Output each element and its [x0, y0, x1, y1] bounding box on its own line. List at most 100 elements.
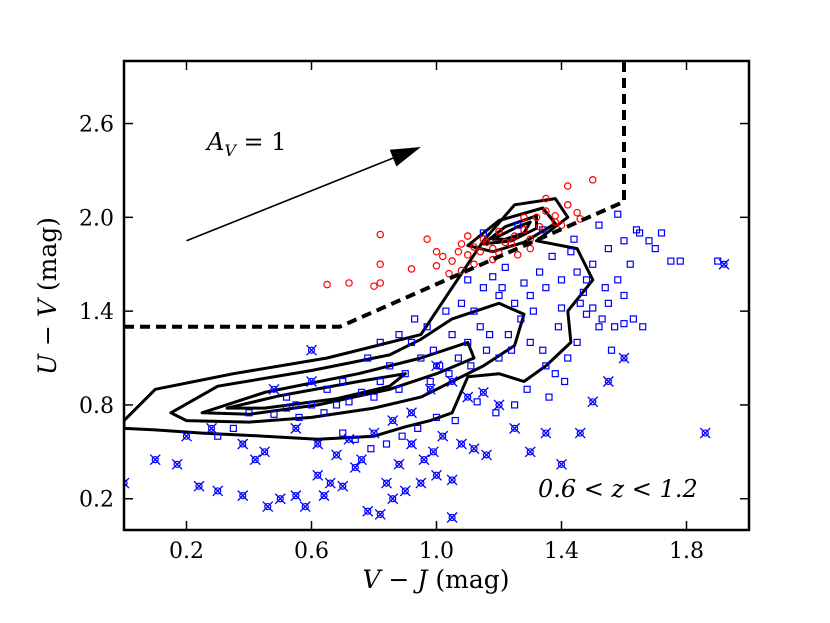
- crossed-points: [124, 258, 730, 523]
- star-forming-point: [557, 276, 566, 284]
- crossed-point: [718, 258, 730, 270]
- quiescent-point: [542, 194, 550, 203]
- crossed-point: [387, 493, 399, 505]
- density-contours: [124, 197, 595, 441]
- crossed-point-circle: [351, 463, 359, 472]
- crossed-point-circle: [604, 377, 612, 386]
- star-forming-point: [604, 245, 612, 253]
- crossed-point-circle: [270, 385, 278, 393]
- crossed-point-circle: [448, 377, 456, 386]
- crossed-point: [249, 454, 261, 466]
- crossed-point-x: [181, 430, 192, 442]
- crossed-point: [509, 422, 521, 434]
- quiescent-point: [588, 176, 597, 184]
- crossed-point-x: [415, 477, 427, 489]
- star-forming-point: [526, 291, 534, 300]
- crossed-point-circle: [326, 479, 334, 487]
- crossed-point: [415, 477, 427, 489]
- crossed-point-circle: [332, 451, 341, 459]
- star-forming-point: [448, 330, 456, 339]
- crossed-point-circle: [457, 440, 466, 448]
- crossed-point: [556, 458, 567, 470]
- star-forming-point: [564, 354, 572, 362]
- crossed-point: [574, 427, 586, 439]
- crossed-point: [399, 485, 411, 497]
- star-forming-point: [573, 338, 581, 346]
- star-forming-point: [595, 323, 603, 331]
- crossed-point: [193, 480, 205, 492]
- star-forming-point: [607, 346, 616, 354]
- quiescent-point: [448, 257, 456, 265]
- crossed-point-circle: [620, 354, 628, 362]
- star-forming-point: [339, 377, 347, 386]
- crossed-point-x: [406, 438, 417, 450]
- crossed-point-x: [368, 427, 380, 439]
- crossed-point-x: [312, 469, 324, 481]
- crossed-point-x: [262, 501, 274, 513]
- crossed-point-circle: [301, 502, 309, 511]
- quiescent-point: [535, 222, 544, 231]
- crossed-point-circle: [557, 460, 566, 468]
- crossed-point: [262, 501, 274, 513]
- crossed-point-x: [477, 386, 489, 398]
- quiescent-point: [510, 232, 519, 240]
- star-forming-point: [245, 409, 253, 417]
- y-tick-label: 0.2: [79, 488, 114, 513]
- crossed-point: [290, 490, 302, 502]
- quiescent-point: [470, 243, 478, 251]
- star-forming-point: [598, 315, 606, 323]
- extinction-vector-line: [186, 157, 394, 242]
- quiescent-point: [438, 252, 447, 261]
- extinction-vector: [186, 146, 421, 242]
- crossed-point-x: [431, 360, 442, 372]
- crossed-point-circle: [314, 440, 322, 448]
- quiescent-point: [520, 226, 528, 234]
- crossed-point-x: [237, 490, 249, 502]
- star-forming-point: [282, 393, 291, 401]
- crossed-point-circle: [426, 385, 434, 393]
- crossed-point-x: [431, 469, 442, 481]
- star-forming-point: [282, 404, 291, 412]
- crossed-point-x: [509, 422, 521, 434]
- star-forming-point: [411, 315, 419, 323]
- star-forming-point: [376, 338, 384, 346]
- star-forming-point: [714, 257, 722, 265]
- star-forming-point: [536, 268, 544, 276]
- crossed-point: [456, 438, 467, 450]
- crossed-point-x: [206, 422, 217, 434]
- crossed-point-circle: [345, 435, 353, 443]
- star-forming-point: [526, 338, 534, 346]
- crossed-point-x: [349, 462, 361, 473]
- star-forming-point: [573, 268, 581, 276]
- crossed-point-x: [290, 422, 302, 434]
- crossed-point: [212, 485, 224, 497]
- crossed-point-circle: [417, 479, 425, 487]
- star-forming-point: [382, 440, 391, 448]
- star-forming-point: [457, 299, 466, 307]
- crossed-point-x: [602, 376, 614, 387]
- crossed-point-x: [524, 446, 536, 458]
- star-forming-points: [214, 210, 722, 453]
- crossed-point-circle: [429, 448, 437, 456]
- star-forming-point: [545, 393, 553, 401]
- star-forming-point: [601, 284, 609, 292]
- quiescent-point: [463, 251, 472, 259]
- x-tick-label: 0.6: [294, 539, 329, 564]
- x-axis-label-unit: (mag): [427, 565, 509, 594]
- crossed-point-circle: [370, 429, 378, 437]
- crossed-point-x: [318, 490, 330, 502]
- star-forming-point: [676, 257, 684, 265]
- star-forming-point: [542, 362, 550, 370]
- quiescent-point: [482, 238, 491, 247]
- crossed-point-circle: [401, 487, 409, 495]
- contour-line: [124, 197, 595, 441]
- x-tick-label: 1.4: [544, 539, 579, 564]
- quiescent-point: [432, 261, 441, 270]
- quiescent-point: [376, 230, 385, 239]
- star-forming-point: [429, 346, 437, 354]
- crossed-point: [437, 430, 449, 442]
- star-forming-point: [614, 210, 622, 218]
- quiescent-point: [563, 201, 572, 209]
- crossed-point-circle: [264, 502, 272, 511]
- crossed-point: [431, 469, 442, 481]
